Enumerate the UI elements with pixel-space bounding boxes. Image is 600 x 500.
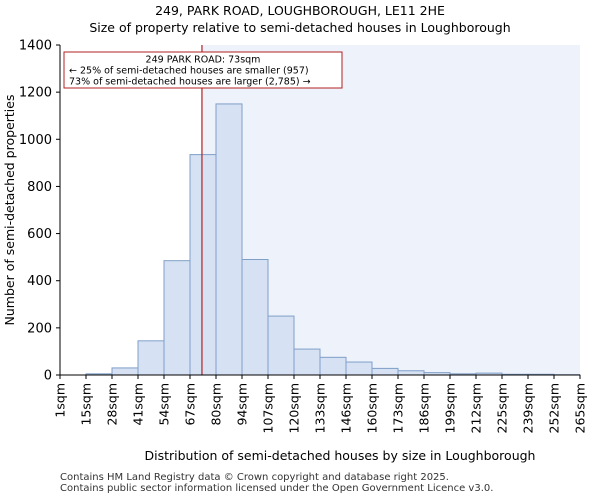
x-tick-label: 120sqm bbox=[287, 383, 302, 433]
bar-107sqm bbox=[267, 315, 295, 376]
x-tick-label: 28sqm bbox=[105, 383, 120, 426]
chart-title-line-1: 249, PARK ROAD, LOUGHBOROUGH, LE11 2HE bbox=[155, 3, 445, 18]
x-tick-label: 41sqm bbox=[131, 383, 146, 426]
y-tick-label: 600 bbox=[27, 227, 52, 242]
y-tick-label: 0 bbox=[44, 369, 52, 384]
bar-146sqm bbox=[345, 361, 373, 376]
bar-41sqm bbox=[137, 340, 165, 376]
footer-line-2: Contains public sector information licen… bbox=[60, 483, 494, 494]
bar-120sqm bbox=[293, 348, 321, 376]
x-tick-label: 239sqm bbox=[521, 383, 536, 433]
x-tick-label: 1sqm bbox=[53, 383, 68, 418]
y-tick-label: 800 bbox=[27, 180, 52, 195]
x-axis-ticks: 1sqm 15sqm 28sqm 41sqm 54sqm 67sqm 80sqm 94sqm 1… bbox=[53, 375, 588, 433]
bar-group bbox=[85, 103, 581, 376]
bar-94sqm bbox=[241, 259, 269, 376]
x-tick-label: 173sqm bbox=[391, 383, 406, 433]
x-tick-label: 199sqm bbox=[443, 383, 458, 433]
x-tick-label: 15sqm bbox=[79, 383, 94, 426]
x-tick-label: 252sqm bbox=[547, 383, 562, 433]
x-tick-label: 94sqm bbox=[235, 383, 250, 426]
x-tick-label: 80sqm bbox=[209, 383, 224, 426]
x-tick-label: 212sqm bbox=[469, 383, 484, 433]
chart-title-line-2: Size of property relative to semi-detach… bbox=[89, 20, 511, 35]
x-tick-label: 265sqm bbox=[573, 383, 588, 433]
x-tick-label: 107sqm bbox=[261, 383, 276, 433]
y-tick-label: 1400 bbox=[19, 39, 52, 54]
annotation-line-2: ← 25% of semi-detached houses are smalle… bbox=[69, 66, 309, 77]
bar-160sqm bbox=[371, 367, 399, 376]
x-tick-label: 67sqm bbox=[183, 383, 198, 426]
x-tick-label: 133sqm bbox=[313, 383, 328, 433]
bar-173sqm bbox=[397, 370, 425, 376]
bar-133sqm bbox=[319, 356, 347, 376]
chart-title: 249, PARK ROAD, LOUGHBOROUGH, LE11 2HE S… bbox=[0, 2, 600, 36]
marker-annotation: 249 PARK ROAD: 73sqm ← 25% of semi-detac… bbox=[63, 51, 343, 89]
y-axis-ticks: 0 200 400 600 800 1000 1200 1400 bbox=[19, 39, 60, 384]
y-tick-label: 200 bbox=[27, 321, 52, 336]
bar-54sqm bbox=[163, 260, 191, 376]
x-tick-label: 160sqm bbox=[365, 383, 380, 433]
annotation-line-1: 249 PARK ROAD: 73sqm bbox=[146, 55, 261, 66]
bar-67sqm bbox=[189, 154, 217, 376]
footer: Contains HM Land Registry data © Crown c… bbox=[60, 472, 493, 494]
x-tick-label: 225sqm bbox=[495, 383, 510, 433]
y-tick-label: 1000 bbox=[19, 133, 52, 148]
bar-80sqm bbox=[215, 103, 243, 376]
bar-28sqm bbox=[111, 367, 139, 376]
annotation-box bbox=[63, 51, 343, 89]
x-tick-label: 186sqm bbox=[417, 383, 432, 433]
x-tick-label: 54sqm bbox=[157, 383, 172, 426]
y-tick-label: 1200 bbox=[19, 86, 52, 101]
x-tick-label: 146sqm bbox=[339, 383, 354, 433]
x-axis-label: Distribution of semi-detached houses by … bbox=[145, 448, 536, 463]
annotation-line-3: 73% of semi-detached houses are larger (… bbox=[69, 77, 311, 88]
y-axis-label: Number of semi-detached properties bbox=[2, 95, 17, 326]
y-tick-label: 400 bbox=[27, 274, 52, 289]
footer-line-1: Contains HM Land Registry data © Crown c… bbox=[60, 472, 449, 483]
